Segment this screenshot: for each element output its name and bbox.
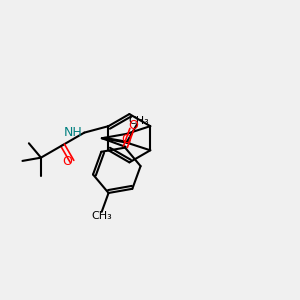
Text: CH₃: CH₃ (128, 116, 149, 126)
Text: CH₃: CH₃ (91, 211, 112, 221)
Text: O: O (63, 155, 73, 168)
Text: NH: NH (64, 126, 83, 139)
Text: O: O (121, 133, 131, 146)
Text: O: O (128, 119, 138, 132)
